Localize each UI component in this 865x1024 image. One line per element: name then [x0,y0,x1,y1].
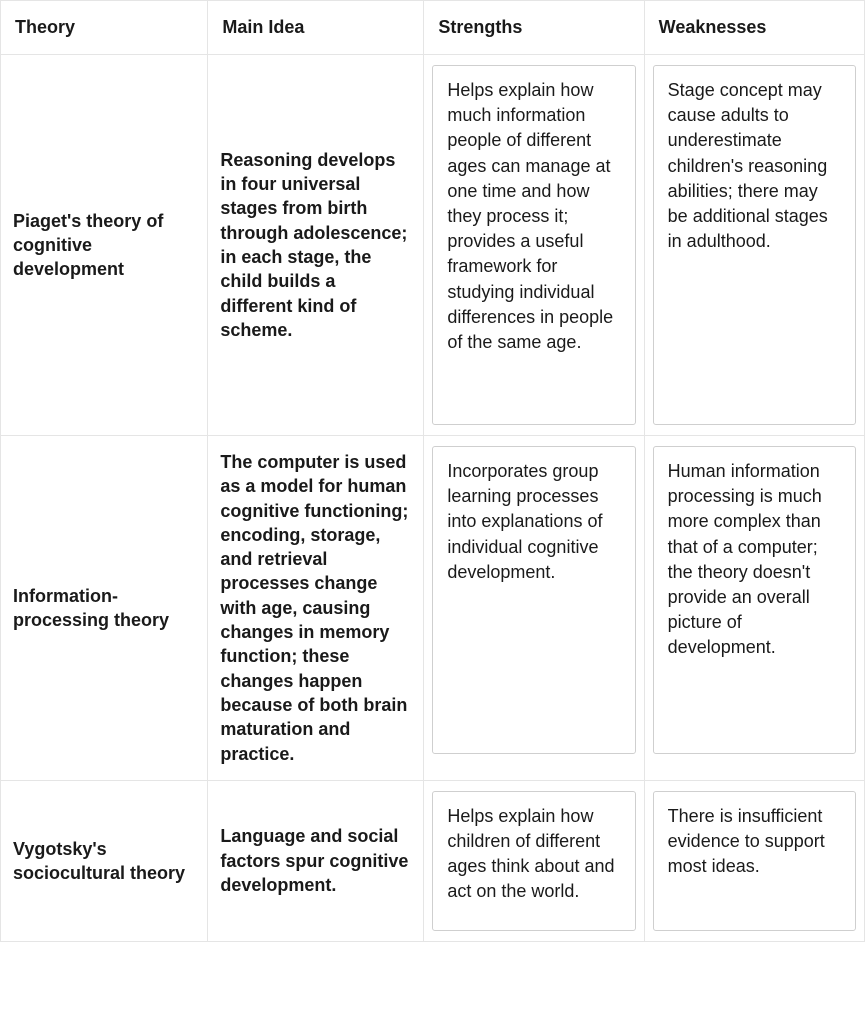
column-header-weaknesses: Weaknesses [644,1,864,55]
table-row: Vygotsky's sociocultural theory Language… [1,780,865,941]
main-idea: Language and social factors spur cogniti… [208,780,424,941]
strengths-box: Helps explain how much information peopl… [432,65,635,425]
theory-name: Vygotsky's sociocultural theory [1,780,208,941]
main-idea: Reasoning develops in four universal sta… [208,55,424,436]
column-header-main-idea: Main Idea [208,1,424,55]
column-header-theory: Theory [1,1,208,55]
table-header-row: Theory Main Idea Strengths Weaknesses [1,1,865,55]
column-header-strengths: Strengths [424,1,644,55]
strengths-box: Incorporates group learning processes in… [432,446,635,754]
table-row: Information-processing theory The comput… [1,436,865,781]
theory-name: Information-processing theory [1,436,208,781]
weaknesses-box: Human information processing is much mor… [653,446,856,754]
table-row: Piaget's theory of cognitive development… [1,55,865,436]
theory-name: Piaget's theory of cognitive development [1,55,208,436]
weaknesses-box: There is insufficient evidence to suppor… [653,791,856,931]
strengths-box: Helps explain how children of different … [432,791,635,931]
cognitive-theories-table: Theory Main Idea Strengths Weaknesses Pi… [0,0,865,942]
weaknesses-box: Stage concept may cause adults to undere… [653,65,856,425]
main-idea: The computer is used as a model for huma… [208,436,424,781]
